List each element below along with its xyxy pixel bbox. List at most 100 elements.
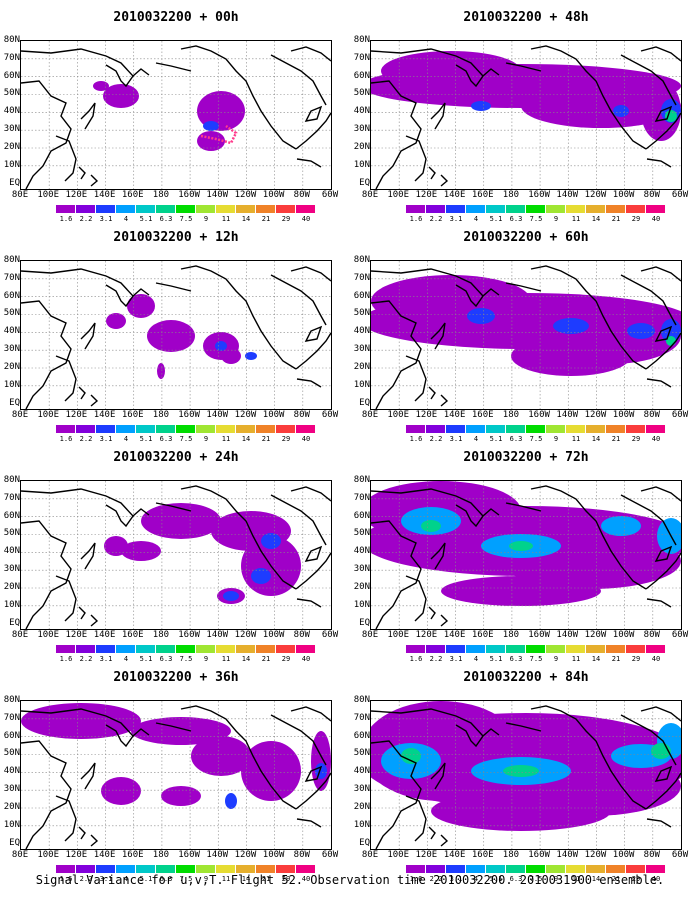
coastline [440, 174, 449, 187]
colorbar-swatch [626, 645, 646, 653]
colorbar-swatch [466, 865, 486, 873]
latitude-label: 30N [3, 784, 20, 795]
colorbar-level: 9 [553, 875, 559, 883]
colorbar-level: 21 [611, 215, 621, 223]
colorbar-swatch [406, 205, 426, 213]
longitude-label: 140E [443, 190, 466, 200]
variance-region-low [381, 51, 521, 91]
latitude-label: 10N [3, 379, 20, 390]
colorbar-swatch [136, 425, 156, 433]
colorbar-level: 1.6 [59, 435, 73, 443]
colorbar-swatch [626, 425, 646, 433]
colorbar-swatch [76, 425, 96, 433]
colorbar-level: 4 [123, 655, 129, 663]
colorbar-swatch [76, 205, 96, 213]
colorbar-swatch [256, 865, 276, 873]
colorbar-swatch [256, 645, 276, 653]
longitude-label: 100E [37, 630, 60, 640]
longitude-label: 160W [528, 630, 550, 640]
latitude-label: 30N [353, 784, 370, 795]
colorbar-level: 9 [553, 215, 559, 223]
colorbar-swatch [486, 865, 506, 873]
longitude-label: 160E [121, 850, 144, 860]
longitude-label: 60W [321, 410, 339, 420]
colorbar-level: 21 [611, 875, 621, 883]
longitude-label: 100E [387, 410, 410, 420]
latitude-label: 30N [353, 564, 370, 575]
colorbar-swatch [236, 425, 256, 433]
colorbar-swatch [216, 645, 236, 653]
coastline [530, 45, 647, 150]
colorbar-level: 21 [611, 655, 621, 663]
coastline [21, 708, 134, 748]
latitude-label: 60N [353, 70, 370, 81]
panel-title: 2010032200 + 84h [463, 670, 589, 685]
colorbar-level: 9 [553, 655, 559, 663]
coastline [90, 834, 99, 847]
variance-region-low [101, 777, 141, 805]
variance-region-mid [225, 793, 237, 809]
longitude-label: 180 [152, 190, 170, 200]
coastline [132, 288, 150, 297]
colorbar-swatch [296, 425, 316, 433]
variance-region-low [21, 703, 141, 739]
colorbar-swatch [96, 865, 116, 873]
latitude-label: 20N [353, 581, 370, 592]
variance-region-mid [223, 591, 239, 601]
variance-map [371, 261, 681, 409]
colorbar-swatch [236, 205, 256, 213]
latitude-label: 80N [353, 35, 370, 45]
latitude-label: 40N [353, 766, 370, 777]
latitude-label: EQ [9, 177, 20, 188]
variance-region-mid [251, 568, 271, 584]
map-frame [20, 260, 332, 410]
colorbar-swatch [486, 205, 506, 213]
coastline [304, 765, 323, 782]
colorbar-swatch [466, 425, 486, 433]
colorbar-swatch [176, 645, 196, 653]
panel-title: 2010032200 + 00h [113, 10, 239, 25]
colorbar-level: 2.2 [79, 435, 93, 443]
coastline [371, 520, 422, 629]
longitude-label: 80W [293, 630, 310, 640]
colorbar-swatch [176, 425, 196, 433]
longitude-label: 160E [121, 190, 144, 200]
latitude-label: 10N [353, 379, 370, 390]
longitude-label: 100E [387, 630, 410, 640]
colorbar-level: 29 [281, 655, 291, 663]
colorbar-swatch [236, 645, 256, 653]
longitude-label: 100E [387, 190, 410, 200]
colorbar-level: 7.5 [529, 655, 543, 663]
colorbar-swatch [566, 645, 586, 653]
coastline [132, 68, 150, 77]
colorbar-swatch [56, 425, 76, 433]
colorbar-level: 14 [591, 215, 601, 223]
coastline [78, 606, 86, 620]
longitude-label: 140W [206, 630, 229, 640]
colorbar-level: 7.5 [179, 215, 193, 223]
colorbar-swatch [526, 865, 546, 873]
colorbar [56, 645, 316, 653]
colorbar-level: 6.3 [509, 875, 523, 883]
longitude-label: 100W [262, 850, 285, 860]
coastline [371, 268, 484, 308]
latitude-label: 70N [353, 492, 370, 503]
variance-region-low [103, 84, 139, 108]
coastline [646, 378, 672, 388]
panel-title: 2010032200 + 60h [463, 230, 589, 245]
latitude-label: 40N [353, 326, 370, 337]
colorbar-level: 7.5 [529, 875, 543, 883]
longitude-label: 120W [584, 630, 607, 640]
latitude-label: 80N [3, 695, 20, 705]
colorbar-level: 29 [281, 875, 291, 883]
colorbar-swatch [196, 425, 216, 433]
coastline [405, 135, 427, 182]
longitude-label: 140W [556, 190, 579, 200]
colorbar-level: 14 [241, 215, 251, 223]
longitude-label: 80E [361, 410, 379, 420]
colorbar-level: 2.2 [429, 655, 443, 663]
longitude-label: 100W [262, 630, 285, 640]
longitude-label: 140E [443, 410, 466, 420]
longitude-label: 140E [93, 630, 116, 640]
latitude-label: 40N [353, 106, 370, 117]
